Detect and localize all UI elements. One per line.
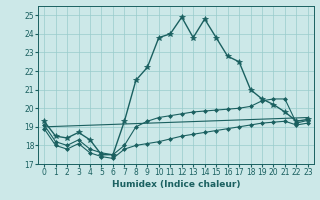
X-axis label: Humidex (Indice chaleur): Humidex (Indice chaleur) [112, 180, 240, 189]
